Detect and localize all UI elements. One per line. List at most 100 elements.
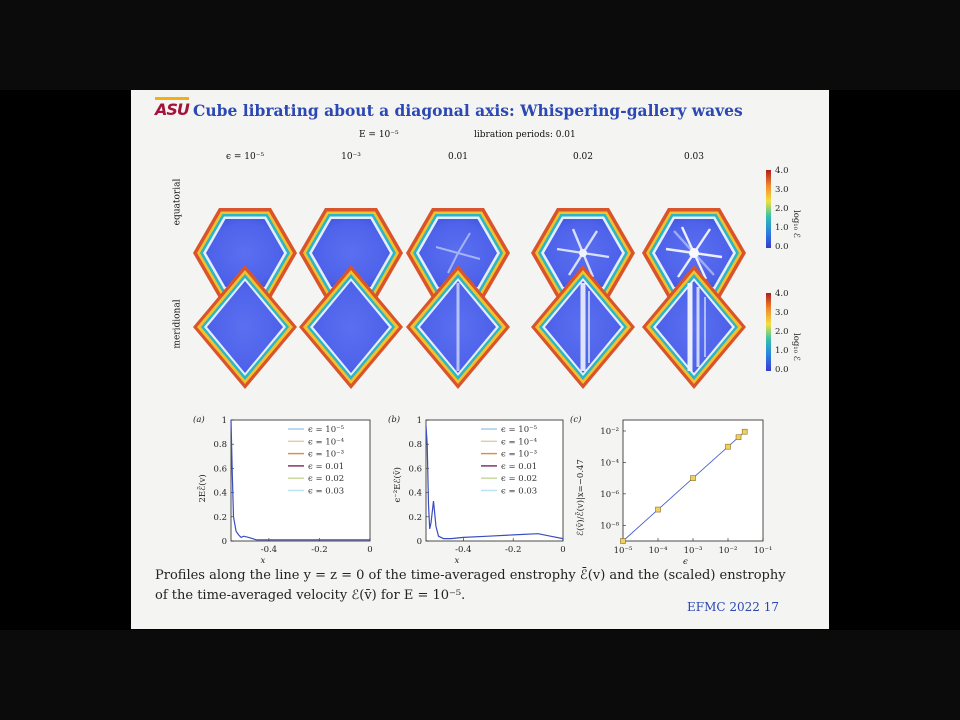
panel-label: (a): [193, 414, 205, 425]
colorbar-meridional: 4.0 3.0 2.0 1.0 0.0 log₁₀ ℰ: [766, 289, 801, 375]
panel-label: (c): [570, 414, 581, 425]
top-letterbox: [0, 0, 960, 90]
data-point: [741, 428, 748, 435]
y-tick-label: 0.6: [408, 464, 422, 474]
equatorial-panel-1: [193, 208, 297, 298]
svg-text:4.0: 4.0: [775, 289, 789, 299]
panel-label: (b): [388, 414, 400, 425]
y-tick-label: 0.2: [213, 513, 227, 523]
figure-caption: Profiles along the line y = z = 0 of the…: [155, 566, 815, 606]
equatorial-panel-5: [642, 208, 746, 298]
series-line: [230, 419, 370, 541]
x-tick-label: 0: [367, 545, 372, 555]
slide-title: Cube librating about a diagonal axis: Wh…: [193, 101, 743, 120]
plot-frame: [230, 419, 371, 542]
meridional-panel-1: [193, 265, 297, 389]
legend-entry: ϵ = 0.03: [501, 487, 537, 497]
y-tick-label: 0.4: [213, 489, 227, 499]
y-tick-label: 10⁻²: [600, 427, 619, 437]
y-tick-label: 0.4: [408, 489, 422, 499]
y-axis-label: 2Eℰ̄(v): [196, 474, 208, 502]
svg-text:log₁₀ ℰ: log₁₀ ℰ: [791, 210, 801, 239]
y-tick-label: 10⁻⁸: [600, 521, 619, 531]
y-tick-label: 10⁻⁴: [600, 458, 619, 468]
equatorial-panel-4: [531, 208, 635, 298]
svg-text:1.0: 1.0: [775, 223, 789, 233]
svg-text:3.0: 3.0: [775, 308, 789, 318]
x-axis-label: x: [261, 556, 266, 566]
x-tick-label: 10⁻³: [684, 546, 703, 556]
legend-entry: ϵ = 10⁻⁴: [501, 437, 538, 447]
data-point: [655, 506, 661, 513]
series-line: [425, 426, 564, 540]
legend-entry: ϵ = 10⁻³: [501, 450, 537, 460]
y-tick-label: 0.8: [408, 440, 422, 450]
legend-entry: ϵ = 10⁻⁵: [308, 425, 345, 435]
plot-panel-b: (b) 0 0.2 0.4 0.6 0.8 1 -0.4 -0.2 0 x ϵ⁻²Eℰ(v̄) ϵ = …: [388, 414, 566, 566]
meridional-panel-2: [299, 265, 403, 389]
y-tick-label: 0.6: [213, 464, 227, 474]
data-point: [725, 443, 731, 450]
plot-frame: [425, 419, 564, 542]
legend-entry: ϵ = 10⁻⁴: [308, 437, 345, 447]
legend-entry: ϵ = 0.02: [501, 474, 537, 484]
x-axis-label: x: [455, 556, 460, 566]
slide: ASU Cube librating about a diagonal axis…: [131, 90, 829, 629]
meridional-panel-4: [531, 265, 635, 389]
subtitle-libration-periods: libration periods: 0.01: [474, 130, 576, 140]
x-axis-label: ϵ: [683, 557, 688, 567]
x-tick-label: 10⁻²: [719, 546, 738, 556]
svg-text:2.0: 2.0: [775, 204, 789, 214]
data-point: [620, 538, 626, 544]
meridional-panel-3: [406, 265, 510, 389]
legend-entry: ϵ = 0.01: [501, 462, 537, 472]
legend-entry: ϵ = 0.02: [308, 474, 344, 484]
svg-text:3.0: 3.0: [775, 185, 789, 195]
y-tick-label: 0: [222, 537, 227, 547]
legend-entry: ϵ = 10⁻³: [308, 450, 344, 460]
x-tick-label: -0.4: [261, 545, 277, 555]
y-tick-label: 1: [417, 416, 422, 426]
column-label-3: 0.01: [447, 152, 469, 162]
caption-line-2: of the time-averaged velocity ℰ(v̄) for …: [155, 588, 466, 603]
colorbar-equatorial: 4.0 3.0 2.0 1.0 0.0 log₁₀ ℰ: [766, 166, 801, 252]
slide-footer: EFMC 2022 17: [687, 600, 779, 614]
column-label-4: 0.02: [572, 152, 594, 162]
column-label-2: 10⁻³: [341, 152, 361, 162]
svg-text:4.0: 4.0: [775, 166, 789, 176]
svg-text:0.0: 0.0: [775, 365, 789, 375]
x-tick-label: 10⁻⁵: [614, 546, 633, 556]
svg-text:0.0: 0.0: [775, 242, 789, 252]
figure-canvas: 4.0 3.0 2.0 1.0 0.0 log₁₀ ℰ 4.0 3.0 2.0 …: [193, 166, 801, 567]
y-tick-label: 10⁻⁶: [600, 490, 619, 500]
x-tick-label: -0.2: [505, 545, 521, 555]
equatorial-panels: [193, 208, 746, 298]
caption-line-1: Profiles along the line y = z = 0 of the…: [155, 568, 786, 583]
x-tick-label: 10⁻⁴: [649, 546, 668, 556]
equatorial-panel-2: [299, 208, 403, 298]
x-tick-label: -0.4: [455, 545, 471, 555]
asu-logo: ASU: [155, 97, 190, 119]
x-tick-label: -0.2: [311, 545, 327, 555]
subtitle-ekman: E = 10⁻⁵: [359, 130, 399, 140]
equatorial-panel-3: [406, 208, 510, 298]
legend-entry: ϵ = 0.01: [308, 462, 344, 472]
meridional-panel-5: [642, 265, 746, 389]
bottom-letterbox: [0, 630, 960, 720]
meridional-panels: [193, 265, 746, 389]
data-point: [690, 475, 696, 481]
data-point: [735, 434, 742, 441]
y-tick-label: 1: [222, 416, 227, 426]
y-tick-label: 0.8: [213, 440, 227, 450]
svg-text:log₁₀ ℰ: log₁₀ ℰ: [791, 333, 801, 362]
y-tick-label: 0: [417, 537, 422, 547]
plot-panel-c: (c) 10⁻⁵ 10⁻⁴ 10⁻³ 10⁻² 10⁻¹ 10⁻² 10⁻⁴ 10⁻⁶ 10⁻⁸ ϵ…: [570, 414, 772, 567]
x-tick-label: 10⁻¹: [754, 546, 773, 556]
x-tick-label: 0: [560, 545, 565, 555]
y-tick-label: 0.2: [408, 513, 422, 523]
y-axis-label: ℰ(v̄)/ℰ̄(v)|x=−0.47: [574, 459, 586, 536]
svg-text:2.0: 2.0: [775, 327, 789, 337]
legend-entry: ϵ = 0.03: [308, 487, 344, 497]
column-label-1: ϵ = 10⁻⁵: [225, 152, 265, 162]
y-axis-label: ϵ⁻²Eℰ(v̄): [392, 467, 403, 502]
